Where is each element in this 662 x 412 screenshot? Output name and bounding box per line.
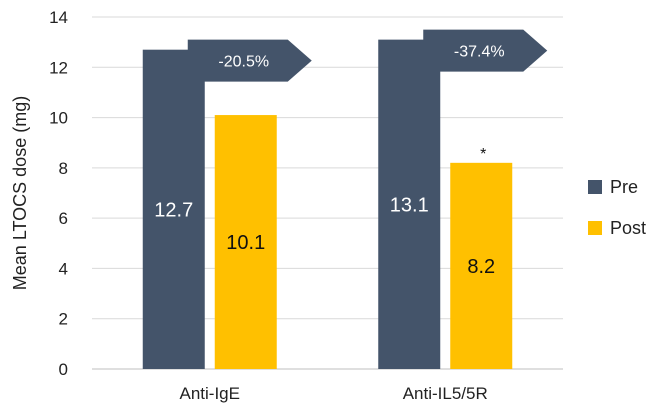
bar-post-1 — [450, 162, 513, 369]
x-axis-categories: Anti-IgE Anti-IL5/5R — [180, 384, 488, 403]
y-tick-label: 10 — [49, 109, 68, 128]
significance-marker: * — [480, 146, 486, 163]
callout-text: -37.4% — [454, 44, 505, 61]
callouts: -20.5% -37.4% * — [187, 29, 548, 163]
callout-text: -20.5% — [218, 54, 269, 71]
y-tick-label: 6 — [59, 209, 68, 228]
data-label: 13.1 — [390, 194, 429, 216]
x-category-label: Anti-IL5/5R — [403, 384, 488, 403]
callout-shape — [187, 39, 312, 82]
data-label: 12.7 — [154, 199, 193, 221]
y-axis-label: Mean LTOCS dose (mg) — [10, 96, 30, 290]
y-axis-ticks: 0 2 4 6 8 10 12 14 — [49, 8, 68, 379]
data-labels: 12.7 13.1 10.1 8.2 — [154, 194, 495, 278]
bar-post-0 — [214, 115, 277, 369]
legend-swatch-pre — [588, 180, 602, 194]
bars — [142, 39, 513, 369]
legend-swatch-post — [588, 221, 602, 235]
y-tick-label: 14 — [49, 8, 68, 27]
y-tick-label: 8 — [59, 159, 68, 178]
data-label: 10.1 — [226, 232, 265, 254]
y-tick-label: 12 — [49, 58, 68, 77]
arrow-head — [188, 104, 199, 115]
arrow-head — [424, 151, 435, 162]
y-tick-label: 4 — [59, 259, 68, 278]
y-tick-label: 2 — [59, 310, 68, 329]
legend: Pre Post — [588, 177, 646, 238]
legend-label: Post — [610, 218, 646, 238]
x-category-label: Anti-IgE — [180, 384, 240, 403]
callout-shape — [423, 29, 548, 72]
legend-label: Pre — [610, 177, 638, 197]
data-label: 8.2 — [467, 256, 495, 278]
y-tick-label: 0 — [59, 360, 68, 379]
